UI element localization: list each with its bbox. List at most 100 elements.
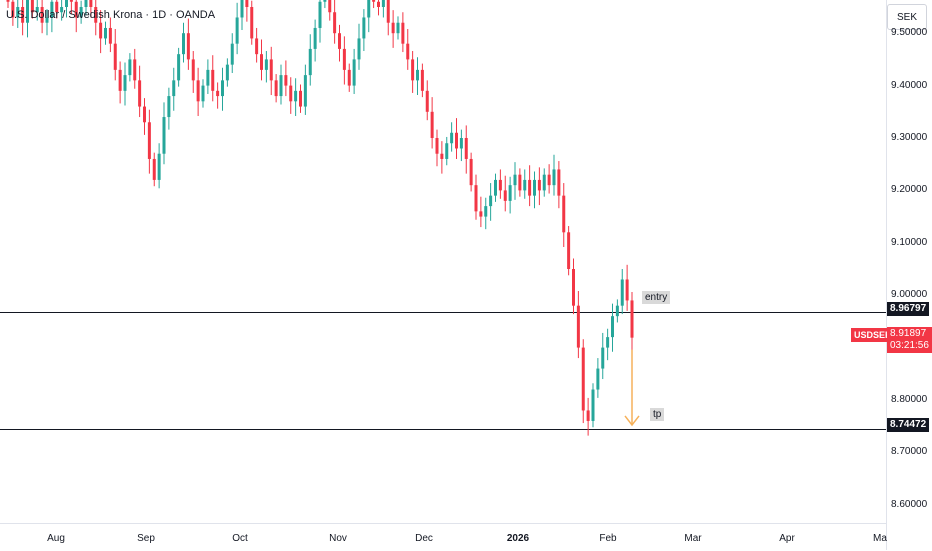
candle-body bbox=[294, 90, 298, 102]
candle-body bbox=[245, 0, 249, 7]
candle-body bbox=[55, 1, 59, 13]
candle-body bbox=[416, 69, 419, 81]
candle-body bbox=[503, 190, 507, 201]
candle bbox=[162, 102, 166, 165]
candle-body bbox=[118, 69, 122, 91]
candle-body bbox=[303, 75, 307, 107]
candle-body bbox=[508, 185, 512, 201]
candle-body bbox=[576, 305, 580, 348]
x-tick-label: 2026 bbox=[506, 533, 530, 544]
candle bbox=[308, 34, 312, 86]
candle-body bbox=[211, 69, 215, 91]
candle bbox=[79, 0, 83, 24]
candle-body bbox=[186, 33, 190, 60]
candle-body bbox=[406, 43, 410, 60]
candle bbox=[284, 60, 288, 97]
candle bbox=[250, 0, 254, 45]
candle-body bbox=[206, 69, 210, 86]
candle-body bbox=[143, 106, 146, 123]
y-tick-label: 8.80000 bbox=[891, 394, 928, 405]
candle-body bbox=[35, 7, 39, 13]
candle bbox=[294, 78, 298, 116]
candle-body bbox=[65, 0, 68, 7]
candle bbox=[557, 161, 561, 209]
candle-body bbox=[533, 179, 536, 196]
candle-body bbox=[113, 43, 117, 70]
candle-body bbox=[104, 27, 107, 39]
candle-body bbox=[450, 132, 454, 144]
candle bbox=[464, 125, 468, 174]
candle bbox=[45, 9, 49, 36]
candle-body bbox=[182, 33, 185, 55]
candle bbox=[123, 62, 127, 106]
candle-body bbox=[445, 143, 449, 159]
candle bbox=[459, 129, 463, 162]
candle bbox=[411, 51, 415, 93]
candle-body bbox=[221, 80, 224, 97]
candle bbox=[425, 80, 429, 121]
candle-body bbox=[479, 211, 483, 217]
candle bbox=[406, 29, 410, 70]
candle-body bbox=[264, 59, 268, 70]
candle bbox=[50, 0, 54, 33]
candle bbox=[547, 164, 551, 194]
candle-body bbox=[274, 80, 278, 97]
chart-title: U.S. Dollar / Swedish Krona · 1D · OANDA bbox=[6, 9, 216, 21]
candle bbox=[196, 67, 200, 116]
candle-body bbox=[279, 75, 283, 97]
candle-body bbox=[352, 59, 356, 86]
candle-body bbox=[269, 59, 273, 81]
candle-body bbox=[586, 410, 590, 421]
candle bbox=[333, 0, 337, 44]
candle bbox=[401, 12, 405, 53]
price-plot[interactable] bbox=[0, 0, 886, 523]
candle bbox=[396, 16, 400, 40]
candle-body bbox=[420, 69, 424, 91]
candle bbox=[508, 176, 512, 214]
candle-body bbox=[45, 17, 49, 23]
candle bbox=[533, 171, 536, 209]
y-tick-label: 9.00000 bbox=[891, 289, 928, 301]
candle bbox=[591, 383, 595, 428]
candle bbox=[313, 19, 317, 62]
candle bbox=[35, 0, 39, 21]
candle bbox=[347, 63, 351, 92]
candle bbox=[430, 97, 434, 149]
candle-body bbox=[308, 48, 312, 76]
candle bbox=[65, 0, 68, 18]
price-axis[interactable] bbox=[886, 0, 932, 550]
currency-button[interactable]: SEK bbox=[887, 4, 927, 30]
candle bbox=[299, 84, 302, 113]
candle-body bbox=[94, 7, 98, 23]
candle-body bbox=[69, 0, 73, 2]
candle bbox=[230, 33, 234, 74]
candle bbox=[128, 53, 132, 82]
candle-body bbox=[79, 7, 83, 18]
x-tick-label: Sep bbox=[137, 533, 155, 544]
candle bbox=[352, 48, 356, 94]
candle bbox=[255, 27, 259, 63]
x-tick-label: Aug bbox=[47, 533, 65, 544]
candle bbox=[513, 162, 517, 200]
time-axis[interactable] bbox=[0, 523, 886, 551]
candle-body bbox=[16, 7, 20, 18]
entry-annotation: entry bbox=[642, 291, 671, 304]
candle-body bbox=[338, 33, 341, 49]
candle-body bbox=[401, 22, 405, 44]
y-tick-label: 9.10000 bbox=[891, 236, 928, 248]
candle-body bbox=[230, 43, 234, 65]
candle bbox=[377, 0, 380, 16]
candle-body bbox=[391, 22, 395, 34]
x-tick-label: Dec bbox=[415, 533, 433, 544]
x-tick-label: Nov bbox=[329, 533, 347, 544]
candle-body bbox=[191, 59, 195, 81]
candle-body bbox=[157, 153, 161, 180]
x-tick-label: Feb bbox=[599, 533, 617, 544]
candle-body bbox=[60, 7, 64, 13]
candle-body bbox=[542, 174, 546, 191]
candle bbox=[630, 292, 634, 351]
candle bbox=[567, 226, 571, 276]
candle-body bbox=[430, 111, 434, 138]
candle-body bbox=[11, 1, 15, 18]
